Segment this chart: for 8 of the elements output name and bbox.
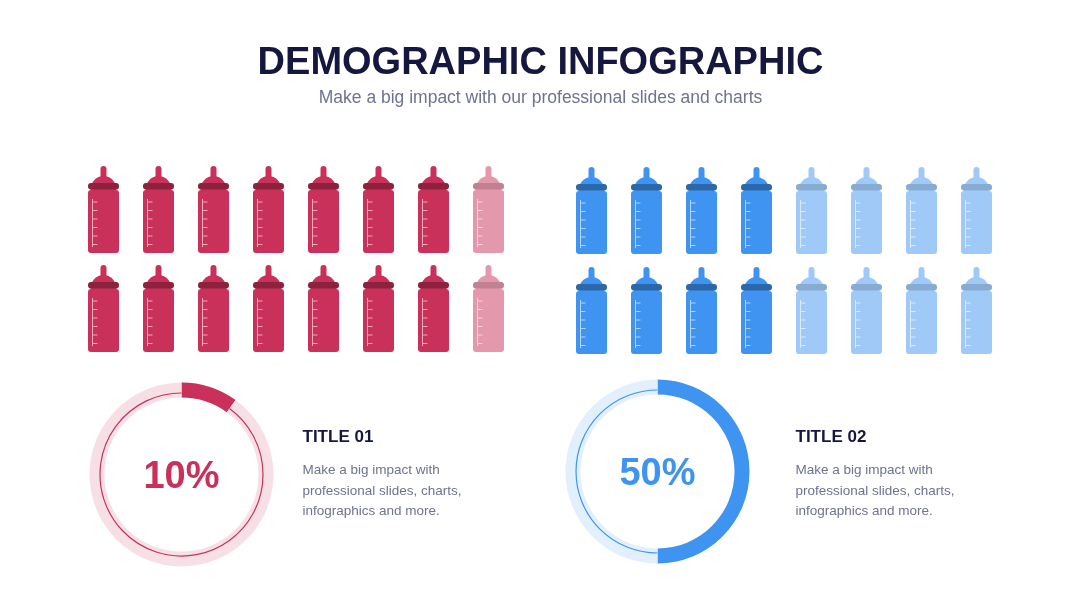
data-label: 10%	[143, 453, 220, 496]
text: TITLE 01	[302, 427, 374, 446]
text: Make a big impact with professional slides, charts, infographics and more.	[795, 462, 955, 518]
text: Make a big impact with our professional slides and charts	[318, 86, 763, 107]
text: Make a big impact with professional slides, charts, infographics and more.	[302, 462, 462, 518]
data-label: 50%	[619, 450, 696, 493]
text: DEMOGRAPHIC INFOGRAPHIC	[257, 39, 824, 82]
text: TITLE 02	[795, 427, 867, 446]
